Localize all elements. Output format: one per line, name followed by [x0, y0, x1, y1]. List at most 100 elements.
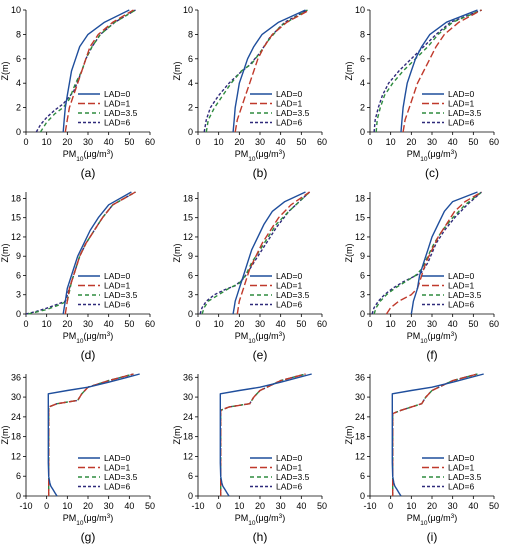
- legend-label: LAD=3.5: [448, 290, 482, 300]
- series-group: [47, 373, 140, 497]
- y-tick-label: 0: [16, 127, 21, 137]
- y-axis-label: Z(m): [172, 62, 182, 81]
- x-axis-label: PM10(μg/m3): [235, 331, 286, 345]
- panel-label: (a): [81, 166, 96, 180]
- legend-label: LAD=1: [276, 463, 302, 473]
- series-group: [203, 9, 310, 133]
- x-tick-label: 50: [317, 501, 327, 511]
- x-axis-label-part: ): [454, 149, 457, 159]
- x-axis-label-part: (μg/m: [427, 331, 450, 341]
- x-tick-label: 20: [406, 137, 416, 147]
- x-tick-label: 50: [296, 319, 306, 329]
- legend-label: LAD=3.5: [104, 472, 138, 482]
- y-tick-label: 2: [360, 103, 365, 113]
- x-tick-label: 60: [145, 137, 155, 147]
- x-tick-label: 20: [234, 319, 244, 329]
- series-line-lad-1: [385, 191, 482, 315]
- x-axis-label-part: 10: [248, 156, 256, 163]
- x-axis-label-part: PM: [63, 331, 77, 341]
- x-axis-label: PM10(μg/m3): [63, 513, 114, 527]
- chart-panel: -10 0 10 20 30 40 50061218243036Z(m)PM10(μg/m3…: [344, 372, 499, 544]
- y-tick-label: 18: [355, 432, 365, 442]
- x-axis-label-part: ): [110, 331, 113, 341]
- x-axis-label-part: (μg/m: [427, 149, 450, 159]
- chart-panel: 0 10 20 30 40 50 600369121518Z(m)PM10(μg/m3)(e…: [172, 191, 327, 362]
- x-tick-label: 0: [195, 137, 200, 147]
- x-tick-label: 20: [406, 319, 416, 329]
- x-tick-label: 30: [448, 501, 458, 511]
- x-tick-label: 40: [276, 319, 286, 329]
- x-axis-label-part: (μg/m: [83, 149, 106, 159]
- y-axis-label: Z(m): [344, 426, 354, 445]
- x-tick-label: 60: [489, 319, 499, 329]
- x-axis-label-part: (μg/m: [427, 513, 450, 523]
- x-tick-label: 20: [83, 501, 93, 511]
- x-axis-label-part: 3: [107, 513, 111, 520]
- x-tick-label: 30: [83, 319, 93, 329]
- x-axis-label-part: 3: [107, 331, 111, 338]
- x-tick-label: 10: [214, 137, 224, 147]
- x-axis-label-part: (μg/m: [255, 149, 278, 159]
- series-line-lad-0: [410, 191, 478, 315]
- y-tick-label: 0: [360, 309, 365, 319]
- panel-label: (e): [253, 348, 268, 362]
- x-tick-label: 40: [104, 137, 114, 147]
- legend-label: LAD=1: [276, 281, 302, 291]
- x-tick-label: 50: [145, 501, 155, 511]
- y-axis-label: Z(m): [0, 62, 10, 81]
- x-tick-label: 50: [468, 319, 478, 329]
- series-line-lad-0: [219, 373, 312, 497]
- y-tick-label: 6: [188, 270, 193, 280]
- legend-label: LAD=3.5: [448, 472, 482, 482]
- y-tick-label: 36: [11, 372, 21, 382]
- y-tick-label: 30: [11, 392, 21, 402]
- y-tick-label: 30: [355, 392, 365, 402]
- x-axis-label: PM10(μg/m3): [407, 331, 458, 345]
- x-tick-label: 10: [386, 319, 396, 329]
- series-group: [373, 9, 482, 133]
- y-tick-label: 6: [16, 471, 21, 481]
- x-axis-label-part: PM: [235, 513, 249, 523]
- legend-label: LAD=1: [448, 463, 474, 473]
- x-axis-label-part: 10: [420, 520, 428, 527]
- series-line-lad-0: [232, 191, 306, 315]
- x-tick-label: 40: [448, 137, 458, 147]
- y-tick-label: 18: [183, 193, 193, 203]
- legend-label: LAD=1: [104, 281, 130, 291]
- x-axis-label-part: 3: [451, 513, 455, 520]
- y-tick-label: 12: [11, 451, 21, 461]
- x-axis-label-part: PM: [407, 149, 421, 159]
- y-tick-label: 6: [360, 54, 365, 64]
- y-tick-label: 6: [188, 54, 193, 64]
- panel-label: (h): [253, 530, 268, 544]
- series-group: [391, 373, 484, 497]
- y-axis-label: Z(m): [0, 244, 10, 263]
- x-tick-label: 10: [62, 501, 72, 511]
- legend-label: LAD=1: [448, 281, 474, 291]
- y-tick-label: 18: [183, 432, 193, 442]
- series-group: [219, 373, 312, 497]
- y-tick-label: 0: [188, 309, 193, 319]
- y-tick-label: 30: [183, 392, 193, 402]
- x-axis-label-part: 10: [76, 520, 84, 527]
- chart-panel: 0 10 20 30 40 50 600246810Z(m)PM10(μg/m3)(a)LA…: [0, 5, 155, 180]
- x-axis-label: PM10(μg/m3): [407, 513, 458, 527]
- legend-label: LAD=0: [104, 89, 130, 99]
- series-group: [26, 191, 136, 315]
- legend-label: LAD=6: [448, 300, 474, 310]
- series-line-lad-1: [64, 191, 136, 315]
- series-line-lad-0: [47, 373, 140, 497]
- legend-label: LAD=1: [276, 99, 302, 109]
- legend-label: LAD=6: [104, 482, 130, 492]
- x-tick-label: 50: [296, 137, 306, 147]
- y-tick-label: 2: [188, 103, 193, 113]
- x-tick-label: 40: [448, 319, 458, 329]
- x-axis-label-part: 10: [76, 338, 84, 345]
- x-tick-label: 60: [317, 137, 327, 147]
